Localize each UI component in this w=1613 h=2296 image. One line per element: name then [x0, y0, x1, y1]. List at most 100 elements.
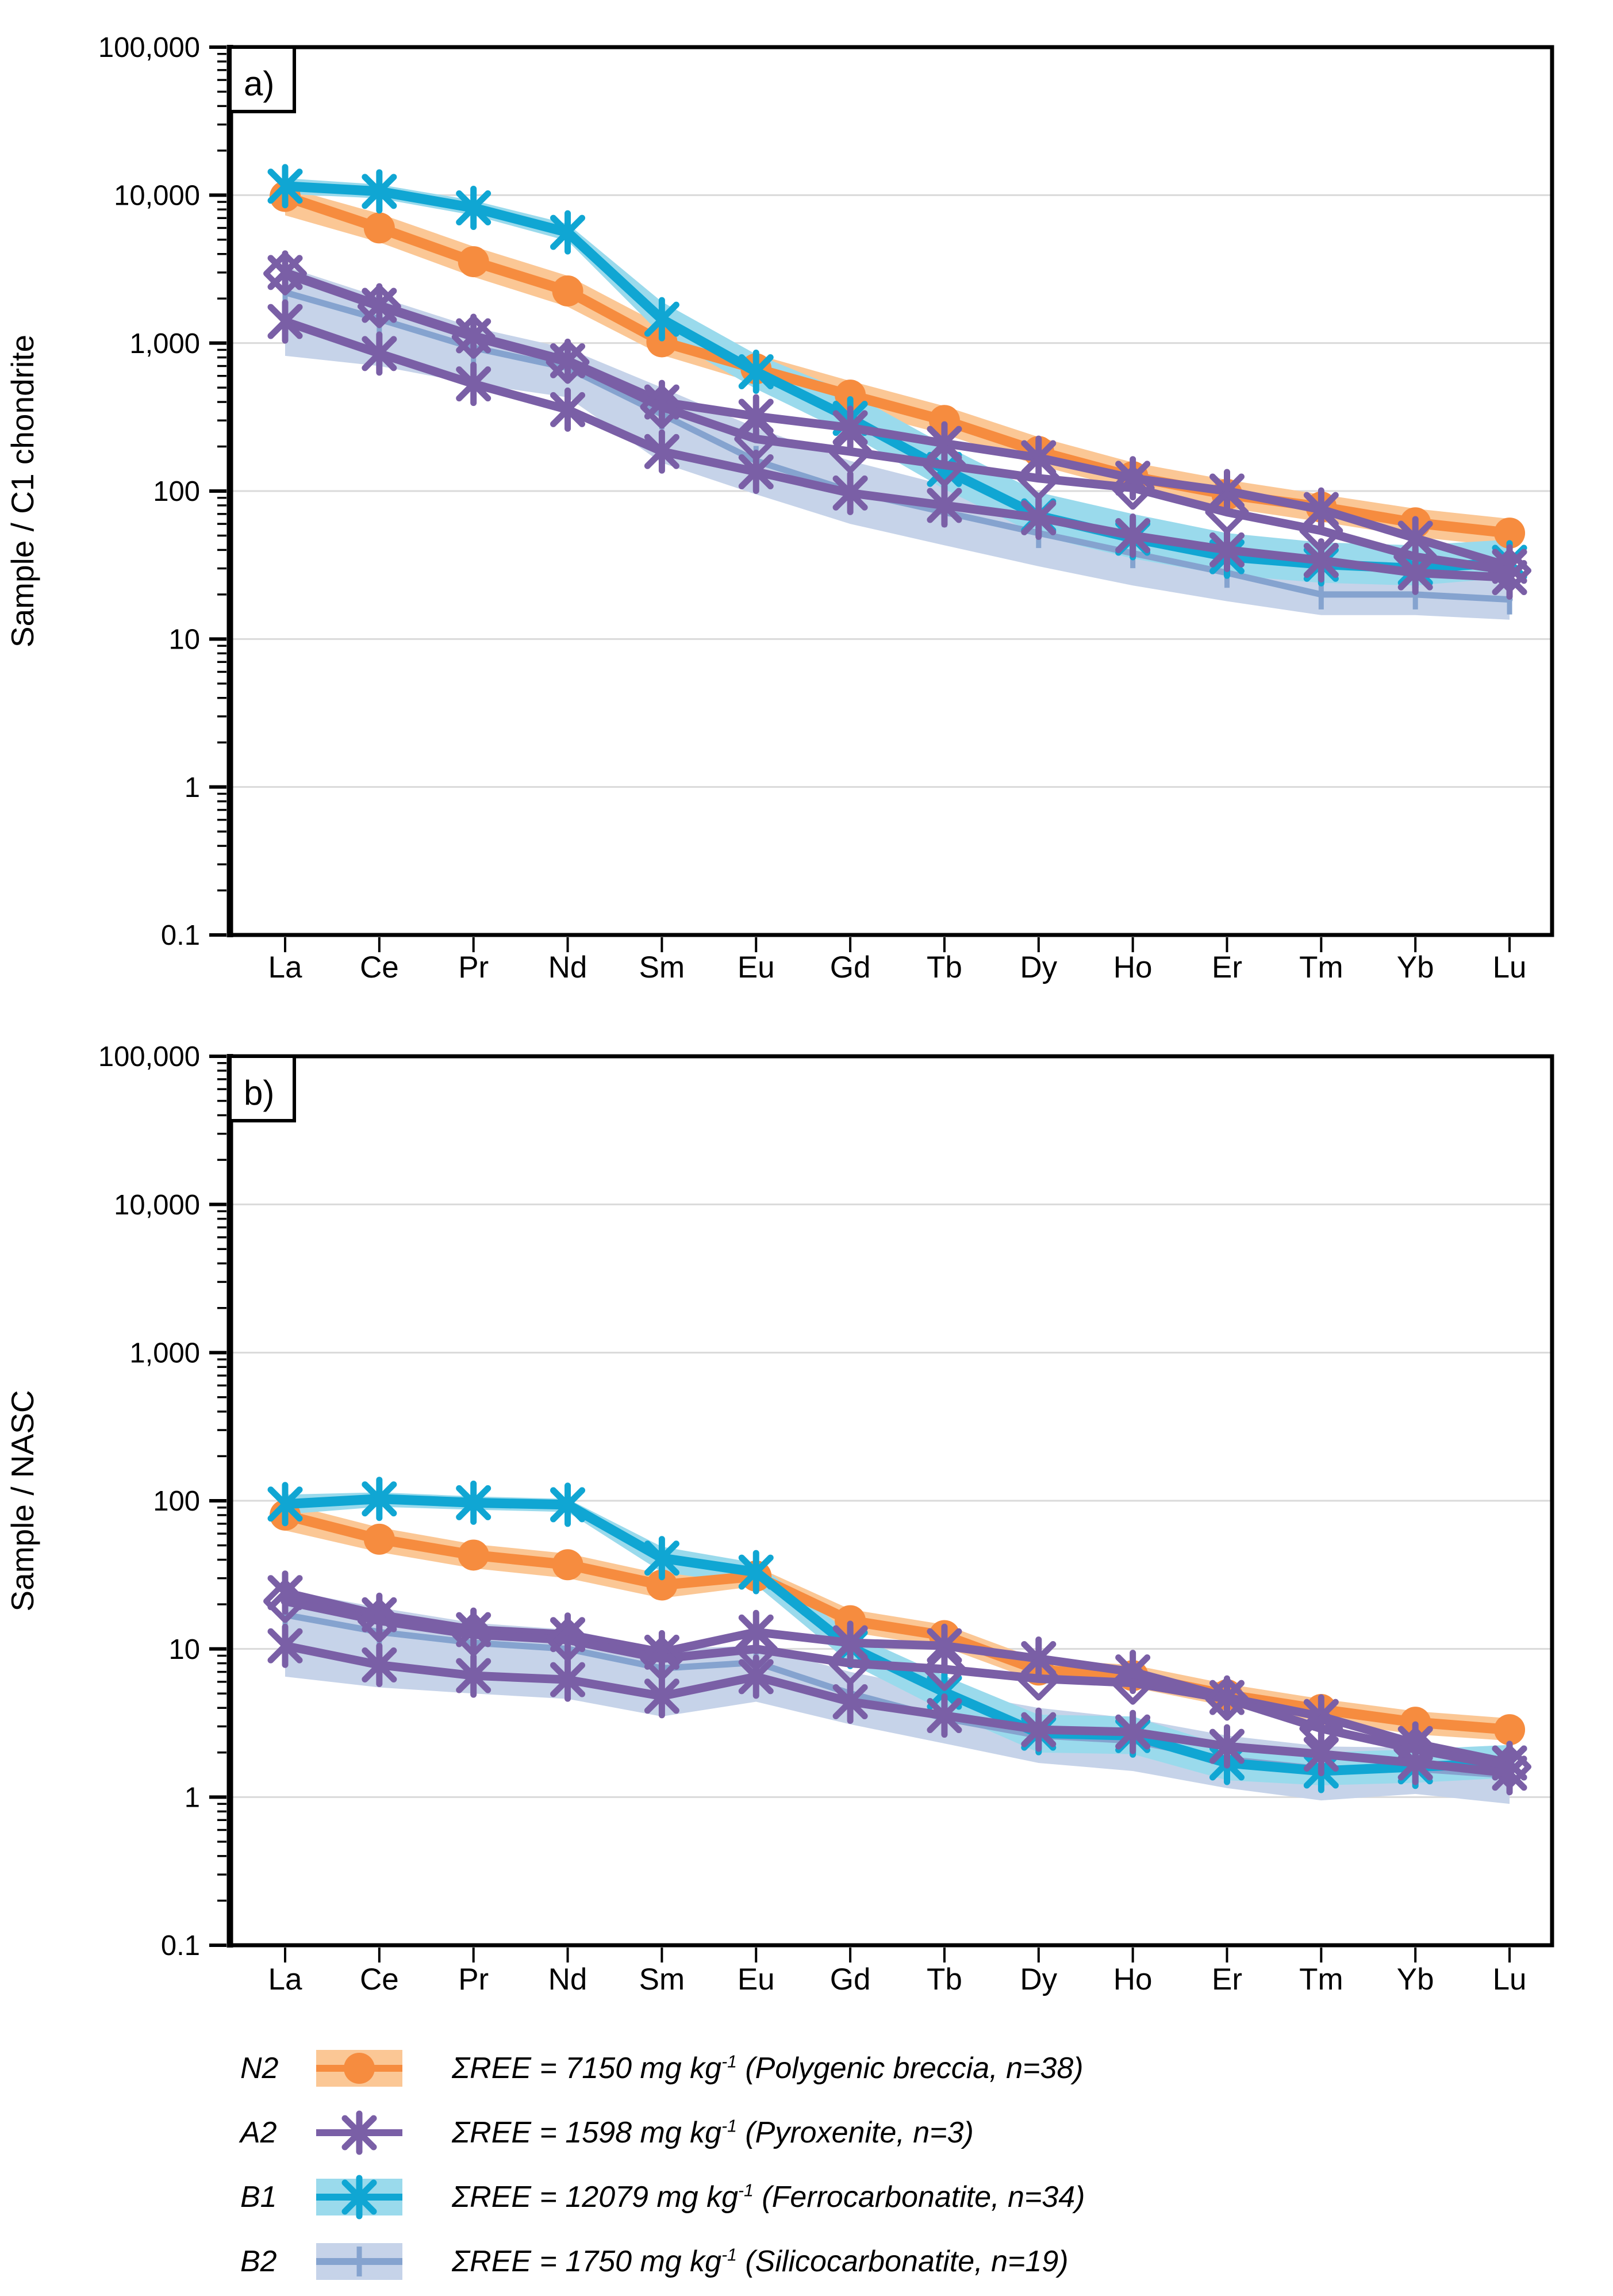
star-marker-icon [362, 169, 397, 214]
legend-swatch-b1-icon [316, 2169, 402, 2225]
legend-series-id: B2 [240, 2245, 277, 2278]
diamond-marker-icon [828, 430, 873, 474]
x-tick-label-Ce: Ce [360, 950, 399, 984]
star-marker-icon [550, 1482, 586, 1527]
star-marker-icon [456, 1653, 491, 1698]
star-marker-icon [267, 1482, 303, 1527]
circle-marker-icon [1494, 518, 1526, 549]
band-N2 [285, 1503, 1510, 1741]
y-axis-title: Sample / C1 chondrite [5, 335, 40, 647]
star-marker-icon [362, 331, 397, 376]
svg-text:b): b) [244, 1074, 274, 1112]
diamond-marker-icon [1016, 1657, 1061, 1701]
star-marker-icon [550, 210, 586, 255]
star-marker-icon [738, 449, 774, 494]
star-marker-icon [738, 1550, 774, 1594]
x-tick-label-Tm: Tm [1299, 1962, 1343, 1996]
circle-marker-icon [646, 1569, 678, 1601]
star-marker-icon [1303, 1732, 1339, 1777]
star-marker-icon [1492, 555, 1527, 600]
y-tick-label: 10,000 [114, 180, 200, 211]
panel-a-chart: 100,000 10,000 1,000 100 10 1 0.1 La Ce Pr Nd Sm Eu G… [5, 32, 1554, 984]
diamond-marker-icon [263, 1579, 307, 1623]
x-tick-label-Tb: Tb [927, 1962, 962, 1996]
series-A2c-line [267, 1623, 1527, 1796]
circle-marker-icon [1494, 1714, 1526, 1746]
diamond-marker-icon [263, 251, 307, 296]
circle-marker-icon [552, 275, 583, 307]
circle-marker-icon [646, 326, 678, 358]
star-marker-icon [456, 1480, 491, 1525]
x-tick-label-Lu: Lu [1493, 1962, 1527, 1996]
x-tick-label-Eu: Eu [738, 950, 775, 984]
panel-b-chart: 100,000 10,000 1,000 100 10 1 0.1 La Ce Pr Nd Sm Eu G… [5, 1041, 1554, 1996]
legend-label: ΣREE = 7150 mg kg-1 (Polygenic breccia, … [452, 2052, 1084, 2085]
star-marker-icon [644, 429, 679, 474]
x-tick-label-Tb: Tb [927, 950, 962, 984]
star-marker-icon [267, 299, 303, 344]
axes: 100,000 10,000 1,000 100 10 1 0.1 La Ce Pr Nd Sm Eu G… [98, 32, 1554, 984]
star-marker-icon [738, 350, 774, 394]
star-marker-icon [644, 297, 679, 342]
star-marker-icon [832, 405, 868, 450]
star-marker-icon [456, 362, 491, 407]
circle-marker-icon [928, 405, 960, 436]
x-tick-label-Ce: Ce [360, 1962, 399, 1996]
star-marker-icon [456, 186, 491, 231]
star-marker-icon [927, 1693, 962, 1738]
series-A2c-line [267, 299, 1527, 600]
y-tick-label: 10 [168, 624, 200, 655]
star-marker-icon [1021, 1707, 1057, 1752]
star-marker-icon [644, 1536, 679, 1581]
y-tick-label: 100 [153, 1486, 200, 1517]
x-tick-label-Sm: Sm [639, 1962, 685, 1996]
diamond-marker-icon [357, 1599, 401, 1643]
y-tick-label: 1 [185, 772, 200, 803]
diamond-marker-icon [1111, 1661, 1155, 1705]
star-marker-icon [832, 1680, 868, 1724]
x-tick-label-Nd: Nd [548, 950, 587, 984]
x-tick-label-Gd: Gd [830, 950, 871, 984]
y-tick-label: 1,000 [129, 1337, 200, 1369]
panel-label: b) [228, 1055, 296, 1122]
legend-swatch-n2-icon [316, 2041, 402, 2096]
star-marker-icon [832, 470, 868, 515]
legend-label: ΣREE = 1750 mg kg-1 (Silicocarbonatite, … [452, 2245, 1069, 2278]
x-tick-label-Er: Er [1212, 950, 1242, 984]
legend-label: ΣREE = 1598 mg kg-1 (Pyroxenite, n=3) [452, 2116, 974, 2149]
x-tick-label-Yb: Yb [1397, 1962, 1434, 1996]
diamond-marker-icon [546, 340, 590, 384]
band-N2 [285, 187, 1510, 547]
x-tick-label-Dy: Dy [1020, 950, 1057, 984]
star-marker-icon [927, 1623, 962, 1668]
star-marker-icon [341, 2110, 377, 2155]
legend-series-id: B1 [240, 2180, 277, 2214]
y-tick-label: 1,000 [129, 328, 200, 359]
star-marker-icon [1021, 495, 1057, 540]
diamond-marker-icon [357, 284, 401, 328]
star-marker-icon [1303, 538, 1339, 583]
star-marker-icon [362, 1477, 397, 1521]
x-tick-label-Ho: Ho [1113, 950, 1153, 984]
x-tick-label-Tm: Tm [1299, 950, 1343, 984]
x-tick-label-Nd: Nd [548, 1962, 587, 1996]
x-tick-label-Gd: Gd [830, 1962, 871, 1996]
star-marker-icon [550, 387, 586, 432]
axes: 100,000 10,000 1,000 100 10 1 0.1 La Ce Pr Nd Sm Eu G… [98, 1041, 1554, 1996]
diamond-marker-icon [451, 315, 496, 359]
y-tick-label: 1 [185, 1782, 200, 1813]
legend-swatch-b2-icon [316, 2234, 402, 2289]
x-tick-label-Pr: Pr [458, 950, 489, 984]
x-tick-label-Eu: Eu [738, 1962, 775, 1996]
star-marker-icon [1209, 1724, 1245, 1769]
y-tick-label: 100,000 [98, 32, 200, 63]
legend-label: ΣREE = 12079 mg kg-1 (Ferrocarbonatite, … [452, 2180, 1085, 2214]
panel-label: a) [228, 45, 296, 113]
star-marker-icon [267, 1623, 303, 1668]
x-tick-label-Dy: Dy [1020, 1962, 1057, 1996]
y-axis-title: Sample / NASC [5, 1390, 40, 1611]
legend-series-id: N2 [240, 2052, 279, 2085]
y-tick-label: 10 [168, 1634, 200, 1665]
star-marker-icon [1115, 1709, 1151, 1754]
